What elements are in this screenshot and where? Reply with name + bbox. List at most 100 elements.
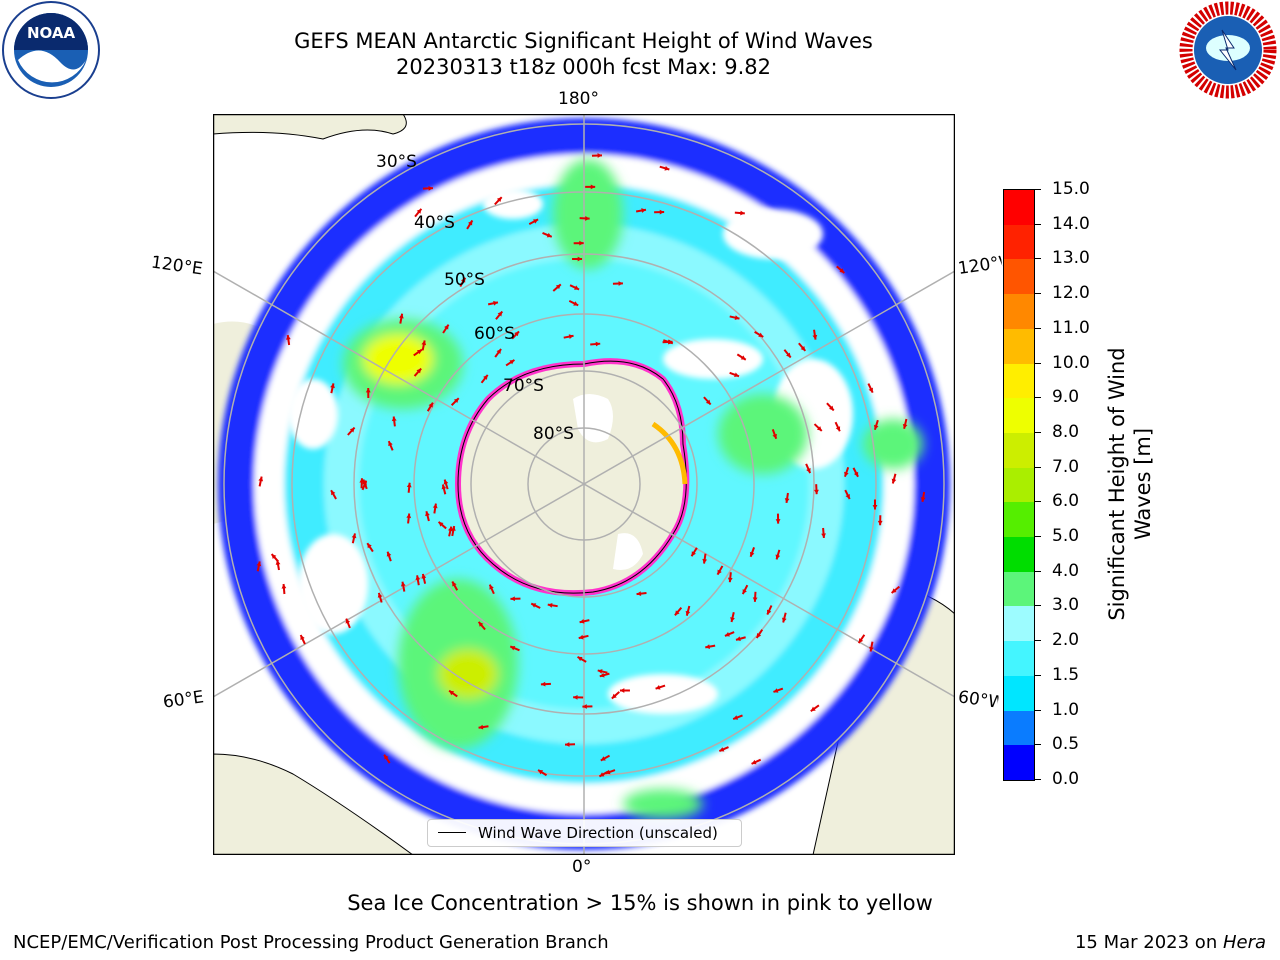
graticule xyxy=(213,114,955,855)
wave-arrow-head xyxy=(351,533,357,539)
wave-arrow-head xyxy=(735,636,741,642)
colorbar-tick-label: 10.0 xyxy=(1052,352,1090,373)
wave-arrow-head xyxy=(415,575,421,581)
wave-arrow-head xyxy=(844,471,849,477)
wave-arrow-head xyxy=(772,433,777,439)
wave-arrow-head xyxy=(751,759,757,765)
wave-arrow-head xyxy=(727,577,733,583)
colorbar-tick-label: 9.0 xyxy=(1052,387,1080,408)
wave-arrow-head xyxy=(388,441,393,447)
lon-label-0: 0° xyxy=(572,857,592,877)
wave-arrow-head xyxy=(496,348,502,354)
wave-arrow-head xyxy=(359,478,365,483)
wave-arrow-head xyxy=(533,219,539,224)
colorbar-tick-mark xyxy=(1034,674,1041,676)
wave-arrow-head xyxy=(547,602,553,608)
wave-arrow-head xyxy=(685,610,691,616)
wave-arrow-head xyxy=(578,634,584,640)
wave-arrow-head xyxy=(605,769,611,775)
wave-arrow-head xyxy=(568,334,574,339)
wave-arrow-head xyxy=(441,484,447,490)
wave-arrow-head xyxy=(478,724,484,730)
colorbar-tick-mark xyxy=(1034,709,1041,711)
wave-arrow-head xyxy=(829,405,834,411)
wave-arrow-head xyxy=(391,416,397,422)
lat-label-60s: 60°S xyxy=(474,324,515,344)
colorbar-tick-label: 13.0 xyxy=(1052,248,1090,269)
plot-title: GEFS MEAN Antarctic Significant Height o… xyxy=(294,29,873,53)
colorbar-tick-label: 1.5 xyxy=(1052,664,1080,685)
wave-arrow-head xyxy=(565,742,570,747)
colorbar-tick-mark xyxy=(1034,397,1041,399)
wave-arrow-head xyxy=(636,591,642,597)
wave-arrow-head xyxy=(514,331,519,337)
wave-arrow-head xyxy=(719,747,725,752)
wave-arrow-head xyxy=(599,772,605,777)
footer-date-text: 15 Mar 2023 on xyxy=(1074,932,1223,953)
wave-arrow-head xyxy=(425,511,430,517)
colorbar-tick-mark xyxy=(1034,536,1041,538)
wave-arrow-head xyxy=(873,424,879,430)
colorbar-tick-mark xyxy=(1034,258,1041,260)
wave-arrow-head xyxy=(655,685,661,690)
wave-arrow-head xyxy=(734,315,740,320)
wave-arrow-head xyxy=(872,505,878,510)
lon-label-60w: 60°W xyxy=(956,687,1000,713)
map-frame xyxy=(213,114,955,855)
wave-arrow-head xyxy=(438,521,444,527)
wave-arrow-head xyxy=(493,300,498,306)
wave-arrow-head xyxy=(538,769,544,775)
colorbar-tick-mark xyxy=(1034,293,1041,295)
colorbar-segment xyxy=(1004,606,1034,642)
wave-arrow-head xyxy=(345,618,351,624)
wave-arrow-head xyxy=(275,560,281,565)
wave-arrow-head xyxy=(800,345,806,351)
wave-arrow-head xyxy=(428,402,433,408)
colorbar-tick-mark xyxy=(1034,431,1041,433)
colorbar-segment xyxy=(1004,190,1034,225)
wave-arrow-head xyxy=(664,165,670,171)
lat-label-40s: 40°S xyxy=(414,213,455,233)
colorbar-tick-label: 4.0 xyxy=(1052,560,1080,581)
colorbar-segment xyxy=(1004,328,1034,364)
wave-arrow-head xyxy=(540,681,546,687)
colorbar-tick-mark xyxy=(1034,744,1041,746)
wave-arrow-head xyxy=(611,693,617,699)
footer-credit: NCEP/EMC/Verification Post Processing Pr… xyxy=(13,932,609,953)
wave-arrow-head xyxy=(740,210,745,216)
plot-subtitle: 20230313 t18z 000h fcst Max: 9.82 xyxy=(396,55,771,79)
wave-arrow-head xyxy=(705,399,711,405)
wave-arrow-head xyxy=(724,632,730,637)
wave-arrow-head xyxy=(416,208,422,214)
wave-arrow-head xyxy=(600,756,606,761)
wave-arrow-head xyxy=(510,596,515,602)
colorbar-tick-mark xyxy=(1034,640,1041,642)
wave-arrow-head xyxy=(509,359,515,365)
colorbar-tick-label: 11.0 xyxy=(1052,317,1090,338)
wave-arrow-head xyxy=(891,588,897,593)
land-africa-bottom xyxy=(213,753,414,855)
colorbar-segment xyxy=(1004,467,1034,503)
wind-wave-direction-arrows xyxy=(256,153,926,778)
wave-arrow-head xyxy=(546,232,552,238)
wave-arrow-head xyxy=(300,634,305,640)
wave-arrow-head xyxy=(510,645,516,651)
legend-label: Wind Wave Direction (unscaled) xyxy=(478,824,718,842)
wave-arrow-head xyxy=(406,513,412,519)
colorbar-tick-label: 3.0 xyxy=(1052,595,1080,616)
wave-arrow-head xyxy=(730,617,735,622)
colorbar-tick-label: 15.0 xyxy=(1052,179,1090,199)
wave-arrow-head xyxy=(585,216,590,221)
noaa-logo: NOAA xyxy=(2,1,100,99)
wave-arrow-head xyxy=(365,387,371,393)
lon-label-120w: 120°W xyxy=(956,253,1004,279)
wave-arrow-head xyxy=(781,617,787,623)
wave-arrow-head xyxy=(839,268,845,273)
wave-arrow-head xyxy=(742,589,747,595)
wave-arrow-head xyxy=(432,503,438,509)
wave-arrow-head xyxy=(595,341,601,347)
sea-ice-caption: Sea Ice Concentration > 15% is shown in … xyxy=(347,891,933,915)
wave-arrow-head xyxy=(281,584,287,589)
colorbar-tick-label: 7.0 xyxy=(1052,456,1080,477)
colorbar-segment xyxy=(1004,363,1034,399)
